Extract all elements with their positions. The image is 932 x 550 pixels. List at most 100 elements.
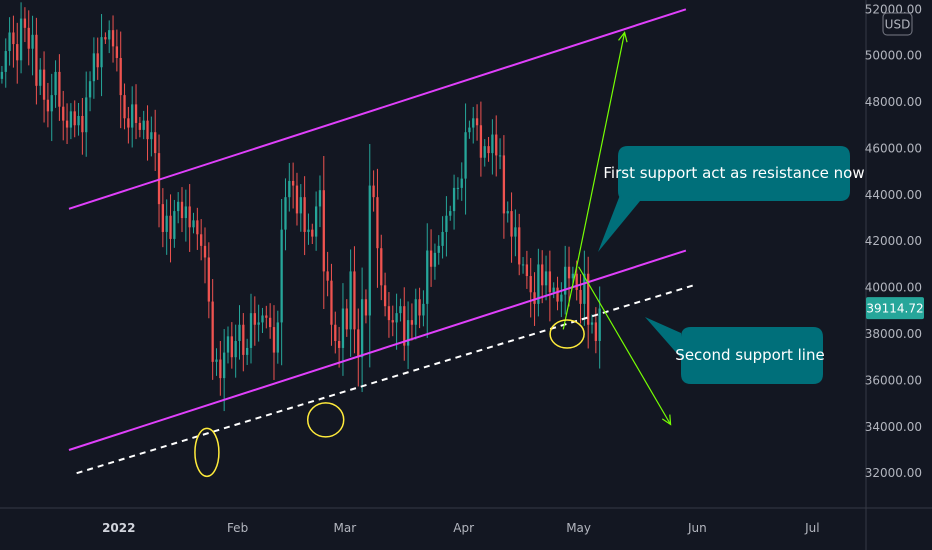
candle	[192, 212, 195, 234]
candle	[276, 310, 279, 364]
candle	[123, 83, 126, 130]
projection-arrow-1[interactable]	[578, 32, 626, 258]
support-touch-ellipse-3[interactable]	[549, 319, 585, 349]
candle	[544, 255, 548, 301]
candle	[337, 326, 341, 368]
candle	[598, 286, 601, 369]
candle	[360, 267, 364, 393]
candle	[73, 100, 76, 138]
candle	[203, 227, 207, 284]
candle	[410, 303, 414, 341]
candle	[184, 189, 187, 242]
candle	[429, 229, 433, 287]
candle	[92, 37, 96, 99]
time-tick-label: Mar	[334, 521, 357, 535]
candle	[452, 174, 456, 230]
candle	[257, 304, 260, 342]
candle	[560, 282, 563, 318]
candle	[318, 175, 322, 228]
candle	[16, 22, 19, 84]
candle	[188, 184, 191, 252]
candle	[403, 287, 406, 361]
candle	[284, 178, 287, 251]
candle	[441, 216, 444, 259]
price-tick-label: 40000.00	[865, 281, 922, 295]
candle	[445, 196, 448, 257]
candle	[395, 293, 398, 350]
candle	[307, 213, 310, 245]
candle	[460, 162, 463, 201]
candle	[345, 299, 348, 337]
candle	[65, 103, 69, 144]
price-tick-label: 38000.00	[865, 327, 922, 341]
candle	[62, 90, 65, 141]
candle	[510, 192, 513, 263]
candle	[541, 250, 544, 304]
candle	[31, 15, 34, 76]
candle	[234, 324, 237, 378]
candle	[587, 256, 590, 349]
candle	[387, 292, 391, 338]
drawings-group	[68, 8, 694, 478]
candle	[368, 144, 371, 368]
support-touch-ellipse-1[interactable]	[194, 427, 220, 478]
price-axis[interactable]: 52000.0050000.0048000.0046000.0044000.00…	[865, 0, 932, 508]
channel-upper-line[interactable]	[68, 8, 687, 210]
candle	[583, 250, 586, 326]
candle	[77, 102, 80, 136]
candle	[134, 84, 138, 140]
candle	[579, 274, 582, 324]
candle	[502, 135, 506, 239]
candle	[85, 71, 88, 157]
candle	[146, 105, 149, 161]
candle	[104, 32, 107, 44]
candle	[357, 308, 360, 387]
candle	[295, 172, 299, 226]
price-tick-label: 34000.00	[865, 420, 922, 434]
time-axis[interactable]: 2022 Feb Mar Apr May Jun Jul	[0, 507, 932, 550]
annotation-callout-1[interactable]: First support act as resistance now	[598, 146, 865, 252]
projection-arrow-2[interactable]	[578, 266, 672, 425]
candle	[42, 51, 46, 123]
candle	[475, 104, 479, 141]
time-tick-label: Jun	[687, 521, 707, 535]
candle	[590, 314, 594, 334]
projection-connector	[562, 257, 580, 330]
support-touch-ellipse-2[interactable]	[306, 402, 345, 438]
candle	[111, 15, 115, 63]
candle	[525, 250, 529, 289]
candle	[249, 293, 253, 364]
channel-lower-line[interactable]	[68, 249, 687, 451]
candle	[39, 58, 42, 96]
candle	[399, 298, 402, 322]
price-tick-label: 46000.00	[865, 141, 922, 155]
candle	[100, 14, 103, 97]
candle	[138, 117, 142, 138]
projection-arrowhead-1	[618, 31, 628, 43]
price-tick-label: 44000.00	[865, 188, 922, 202]
price-tick-label: 48000.00	[865, 95, 922, 109]
candle	[81, 98, 84, 155]
candle	[299, 184, 302, 232]
candle	[472, 106, 475, 144]
candle	[58, 54, 61, 121]
candle	[479, 101, 483, 177]
candle	[498, 138, 502, 170]
second-support-line[interactable]	[76, 284, 694, 475]
candle	[353, 246, 356, 354]
candle	[27, 10, 30, 66]
annotation-text-1: First support act as resistance now	[603, 164, 864, 182]
annotation-callout-2[interactable]: Second support line	[645, 317, 825, 384]
candle	[418, 287, 421, 329]
candle	[326, 251, 329, 297]
candle	[226, 326, 230, 364]
candle	[207, 242, 210, 319]
candle	[426, 223, 429, 338]
candle	[46, 82, 50, 128]
candle	[4, 38, 7, 88]
candle	[108, 20, 111, 54]
price-tick-label: 50000.00	[865, 49, 922, 63]
candle	[127, 106, 130, 144]
currency-badge[interactable]: USD	[882, 12, 913, 36]
